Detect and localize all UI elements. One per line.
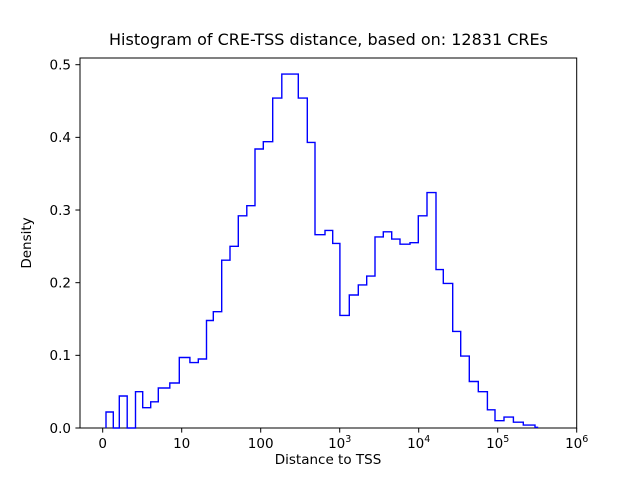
y-tick-label: 0.0 <box>50 421 71 437</box>
x-tick-label: 105 <box>486 434 509 452</box>
y-tick-label: 0.2 <box>50 275 71 291</box>
histogram-step-line <box>105 73 539 429</box>
x-tick-label: 10 <box>173 436 190 452</box>
x-tick-label: 103 <box>328 434 351 452</box>
y-axis-label: Density <box>19 217 35 269</box>
chart-title: Histogram of CRE-TSS distance, based on:… <box>109 30 548 49</box>
y-tick-label: 0.3 <box>50 203 71 219</box>
y-tick-label: 0.4 <box>50 130 71 146</box>
y-tick-label: 0.5 <box>50 58 71 74</box>
y-tick-label: 0.1 <box>50 348 71 364</box>
x-tick-label: 104 <box>407 434 430 452</box>
axes-frame <box>79 57 578 429</box>
x-tick-label: 0 <box>98 436 107 452</box>
x-axis-label: Distance to TSS <box>274 452 382 468</box>
x-tick-label: 106 <box>565 434 588 452</box>
x-tick-label: 100 <box>248 436 274 452</box>
